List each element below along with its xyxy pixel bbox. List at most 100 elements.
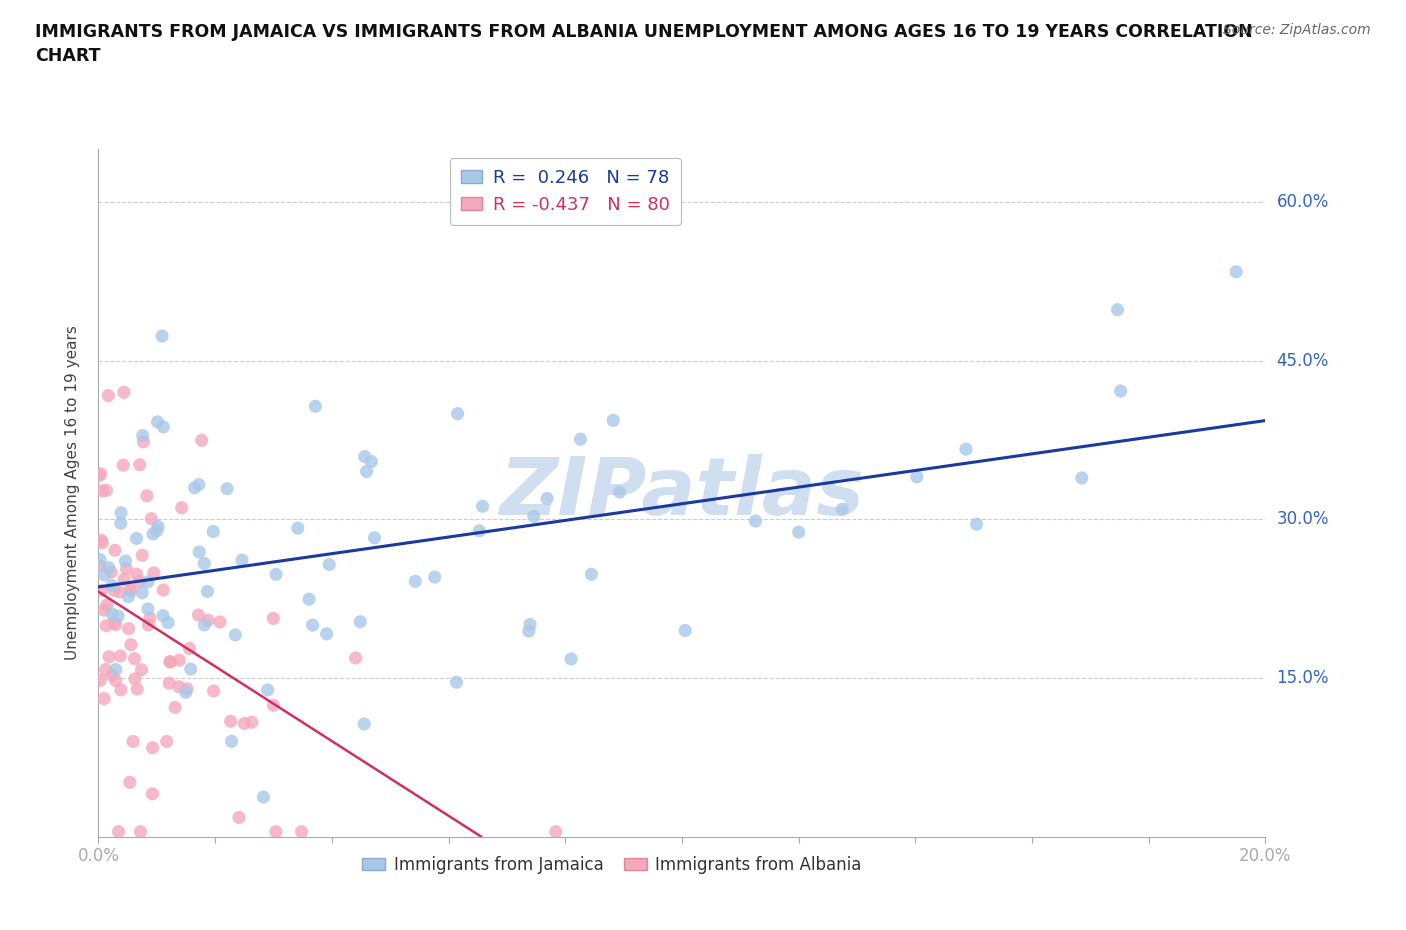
- Point: [128, 574, 150, 589]
- Point: [523, 509, 546, 524]
- Point: [110, 516, 132, 531]
- Point: [124, 651, 146, 666]
- Point: [152, 419, 174, 434]
- Point: [446, 675, 468, 690]
- Point: [91, 536, 114, 551]
- Point: [89, 672, 111, 687]
- Point: [124, 671, 146, 686]
- Point: [197, 584, 219, 599]
- Point: [179, 641, 201, 656]
- Point: [118, 621, 141, 636]
- Y-axis label: Unemployment Among Ages 16 to 19 years: Unemployment Among Ages 16 to 19 years: [65, 326, 80, 660]
- Point: [1107, 302, 1129, 317]
- Point: [176, 682, 198, 697]
- Point: [156, 734, 179, 749]
- Point: [136, 575, 159, 590]
- Point: [193, 618, 215, 632]
- Point: [104, 662, 127, 677]
- Point: [115, 562, 138, 577]
- Point: [146, 519, 169, 534]
- Point: [1109, 383, 1132, 398]
- Text: ZIPatlas: ZIPatlas: [499, 454, 865, 532]
- Point: [581, 567, 603, 582]
- Point: [264, 567, 287, 582]
- Point: [202, 524, 225, 538]
- Point: [120, 637, 142, 652]
- Point: [132, 428, 155, 443]
- Point: [141, 787, 163, 802]
- Point: [304, 399, 326, 414]
- Point: [100, 565, 122, 579]
- Point: [955, 442, 977, 457]
- Point: [101, 606, 124, 621]
- Text: Source: ZipAtlas.com: Source: ZipAtlas.com: [1223, 23, 1371, 37]
- Point: [224, 628, 246, 643]
- Text: 15.0%: 15.0%: [1277, 670, 1329, 687]
- Point: [264, 824, 287, 839]
- Point: [159, 654, 181, 669]
- Point: [252, 790, 274, 804]
- Point: [165, 700, 187, 715]
- Point: [135, 488, 157, 503]
- Point: [127, 682, 149, 697]
- Point: [139, 611, 162, 626]
- Point: [315, 627, 337, 642]
- Point: [104, 618, 127, 632]
- Point: [90, 533, 112, 548]
- Point: [94, 662, 117, 677]
- Point: [344, 650, 367, 665]
- Point: [89, 468, 111, 483]
- Point: [404, 574, 426, 589]
- Point: [152, 582, 174, 597]
- Point: [240, 715, 263, 730]
- Point: [519, 617, 541, 631]
- Point: [353, 449, 375, 464]
- Point: [356, 464, 378, 479]
- Point: [104, 543, 127, 558]
- Point: [231, 552, 253, 567]
- Point: [217, 481, 239, 496]
- Point: [298, 591, 321, 606]
- Point: [98, 649, 121, 664]
- Point: [233, 716, 256, 731]
- Point: [131, 585, 153, 600]
- Point: [120, 582, 142, 597]
- Point: [152, 608, 174, 623]
- Point: [142, 565, 165, 580]
- Point: [197, 613, 219, 628]
- Point: [221, 734, 243, 749]
- Point: [97, 560, 120, 575]
- Point: [93, 691, 115, 706]
- Point: [93, 603, 115, 618]
- Point: [150, 328, 173, 343]
- Point: [131, 548, 153, 563]
- Point: [446, 406, 468, 421]
- Point: [208, 615, 231, 630]
- Point: [103, 616, 125, 631]
- Text: 60.0%: 60.0%: [1277, 193, 1329, 211]
- Point: [131, 662, 153, 677]
- Point: [360, 454, 382, 469]
- Legend: Immigrants from Jamaica, Immigrants from Albania: Immigrants from Jamaica, Immigrants from…: [356, 849, 869, 881]
- Point: [104, 673, 127, 688]
- Point: [157, 616, 180, 631]
- Point: [103, 583, 125, 598]
- Point: [544, 824, 567, 839]
- Point: [122, 734, 145, 749]
- Point: [569, 432, 592, 446]
- Point: [188, 545, 211, 560]
- Point: [112, 385, 135, 400]
- Point: [905, 470, 928, 485]
- Point: [146, 524, 169, 538]
- Point: [966, 517, 988, 532]
- Point: [602, 413, 624, 428]
- Point: [609, 485, 631, 499]
- Point: [110, 648, 132, 663]
- Point: [90, 466, 112, 481]
- Point: [423, 570, 446, 585]
- Point: [93, 567, 115, 582]
- Point: [517, 624, 540, 639]
- Point: [120, 583, 142, 598]
- Point: [90, 583, 112, 598]
- Point: [146, 415, 169, 430]
